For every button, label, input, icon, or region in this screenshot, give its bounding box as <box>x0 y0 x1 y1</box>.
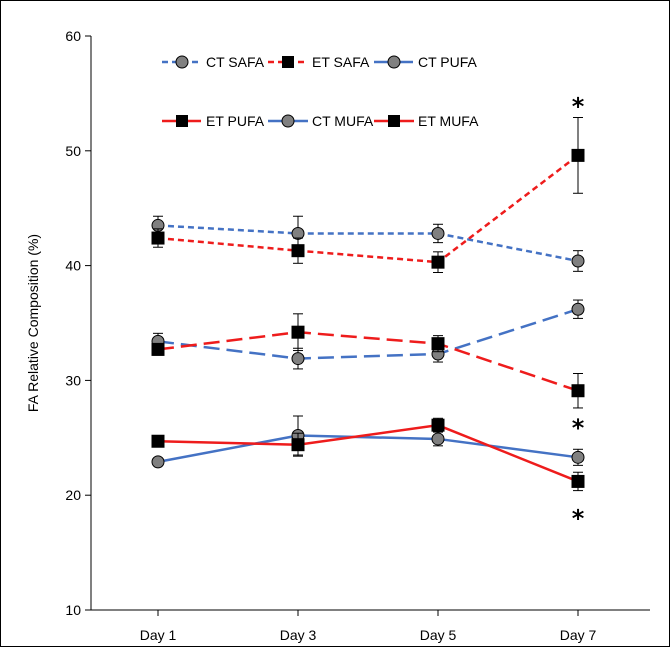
series-et-mufa <box>151 417 585 492</box>
data-point <box>291 244 305 258</box>
data-point <box>151 434 165 448</box>
legend-label: ET PUFA <box>206 113 265 129</box>
legend-marker <box>388 115 400 127</box>
legend-marker <box>175 55 189 69</box>
data-point <box>291 352 305 366</box>
series-ct-pufa <box>151 299 585 370</box>
x-tick-label: Day 7 <box>560 627 597 643</box>
data-point <box>571 384 585 398</box>
legend-item: CT PUFA <box>374 54 478 70</box>
legend-item: ET PUFA <box>162 113 265 129</box>
data-point <box>571 474 585 488</box>
x-tick-label: Day 3 <box>280 627 317 643</box>
y-tick-label: 50 <box>65 143 81 159</box>
series-line <box>157 154 579 264</box>
series-et-pufa <box>151 313 585 409</box>
legend-item: CT MUFA <box>268 113 374 129</box>
data-point <box>571 450 585 464</box>
data-point <box>431 255 445 269</box>
series-ct-mufa <box>151 415 585 469</box>
significance-star: * <box>572 93 585 121</box>
significance-star: * <box>572 505 585 533</box>
y-axis-title: FA Relative Composition (%) <box>25 234 41 412</box>
legend: CT SAFA ET SAFA CT PUFA ET PUFA CT MUFA ET MU… <box>162 54 479 129</box>
series-ct-safa <box>151 215 585 272</box>
data-point <box>151 231 165 245</box>
data-point <box>431 432 445 446</box>
significance-star: * <box>572 414 585 442</box>
data-point <box>571 148 585 162</box>
legend-item: ET MUFA <box>374 113 479 129</box>
legend-item: CT SAFA <box>162 54 265 70</box>
legend-marker <box>282 56 294 68</box>
data-point <box>291 325 305 339</box>
axes: 10 20 30 40 50 60 Day 1 Day 3 Day 5 Day 7 <box>65 28 650 643</box>
y-tick-label: 40 <box>65 258 81 274</box>
series-line <box>157 423 579 483</box>
legend-label: ET MUFA <box>418 113 479 129</box>
y-tick-label: 60 <box>65 28 81 44</box>
series-line <box>157 434 579 464</box>
annotation-layer: * * * <box>572 93 585 533</box>
y-tick-label: 30 <box>65 372 81 388</box>
legend-item: ET SAFA <box>268 54 370 70</box>
legend-marker <box>387 55 401 69</box>
series-line <box>157 224 579 263</box>
series-et-safa <box>151 117 585 273</box>
y-tick-label: 10 <box>65 602 81 618</box>
legend-marker <box>176 115 188 127</box>
x-tick-label: Day 1 <box>140 627 177 643</box>
data-point <box>151 455 165 469</box>
data-point <box>431 418 445 432</box>
y-tick-label: 20 <box>65 487 81 503</box>
series-layer <box>151 117 585 492</box>
legend-label: CT PUFA <box>418 54 478 70</box>
series-line <box>157 330 579 392</box>
data-point <box>571 302 585 316</box>
x-tick-label: Day 5 <box>420 627 457 643</box>
data-point <box>571 254 585 268</box>
legend-label: CT MUFA <box>312 113 374 129</box>
legend-label: ET SAFA <box>312 54 370 70</box>
legend-label: CT SAFA <box>206 54 265 70</box>
data-point <box>431 226 445 240</box>
legend-marker <box>281 114 295 128</box>
data-point <box>151 342 165 356</box>
series-line <box>157 308 579 360</box>
data-point <box>431 337 445 351</box>
data-point <box>291 438 305 452</box>
